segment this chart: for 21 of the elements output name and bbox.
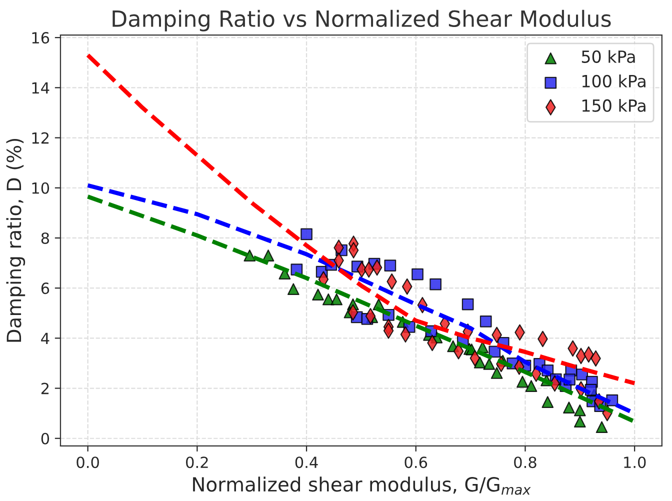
x-tick-label: 1.0 [624,456,646,468]
x-tick-label: 0.2 [186,456,208,468]
x-axis-title: Normalized shear modulus, G/G$_{max}$ [193,476,531,495]
y-tick-label: 2 [41,382,49,394]
x-tick-label: 0.0 [76,456,99,468]
legend-label: 100 kPa [582,74,646,88]
x-tick-label: 0.6 [404,456,428,468]
legend-label: 50 kPa [582,50,635,63]
y-tick-label: 10 [32,182,50,194]
y-tick-label: 0 [41,432,50,444]
chart-title: Damping Ratio vs Normalized Shear Modulus [112,10,611,32]
y-tick-label: 12 [32,132,49,144]
y-tick-label: 8 [41,232,50,244]
y-tick-label: 14 [32,82,50,94]
x-tick-label: 0.8 [514,456,536,468]
legend-label: 150 kPa [582,98,646,112]
y-tick-label: 4 [41,332,50,344]
y-tick-label: 16 [32,32,50,44]
y-axis-title: Damping ratio, D (%) [6,138,26,342]
y-tick-label: 6 [41,282,50,294]
x-tick-label: 0.4 [295,456,318,468]
